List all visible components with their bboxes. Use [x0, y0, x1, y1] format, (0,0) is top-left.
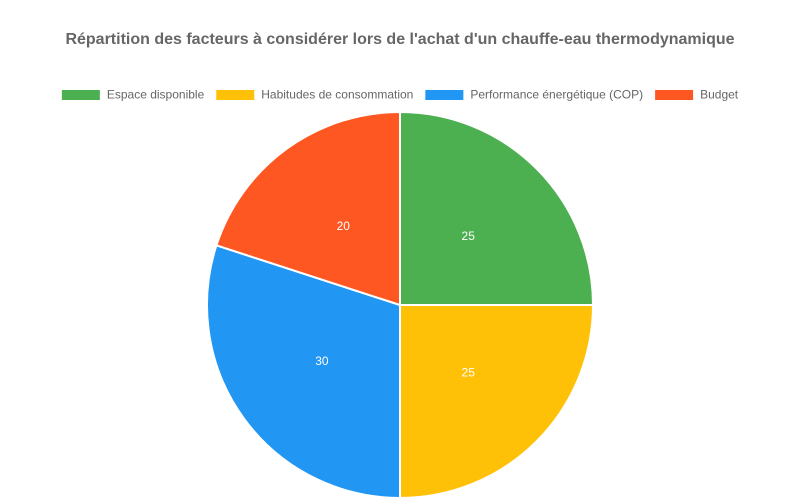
pie: 25 25 30 20: [206, 110, 595, 500]
pie-slice: [206, 244, 401, 500]
legend-swatch: [216, 90, 255, 100]
legend-swatch: [61, 90, 100, 100]
legend-label: Performance énergétique (COP): [470, 88, 643, 102]
pie-slice: [215, 110, 401, 307]
pie-slice: [399, 304, 595, 500]
data-label: 25: [462, 229, 476, 243]
data-label: 25: [462, 365, 476, 379]
legend-label: Espace disponible: [107, 88, 205, 102]
legend-label: Habitudes de consommation: [261, 88, 413, 102]
pie-slice: [399, 110, 595, 306]
legend-swatch: [655, 90, 694, 100]
data-label: 30: [315, 354, 329, 368]
legend: Espace disponible Habitudes de consommati…: [61, 88, 739, 102]
legend-label: Budget: [700, 88, 739, 102]
legend-swatch: [425, 90, 464, 100]
data-label: 20: [337, 219, 351, 233]
chart-title: Répartition des facteurs à considérer lo…: [65, 31, 734, 48]
